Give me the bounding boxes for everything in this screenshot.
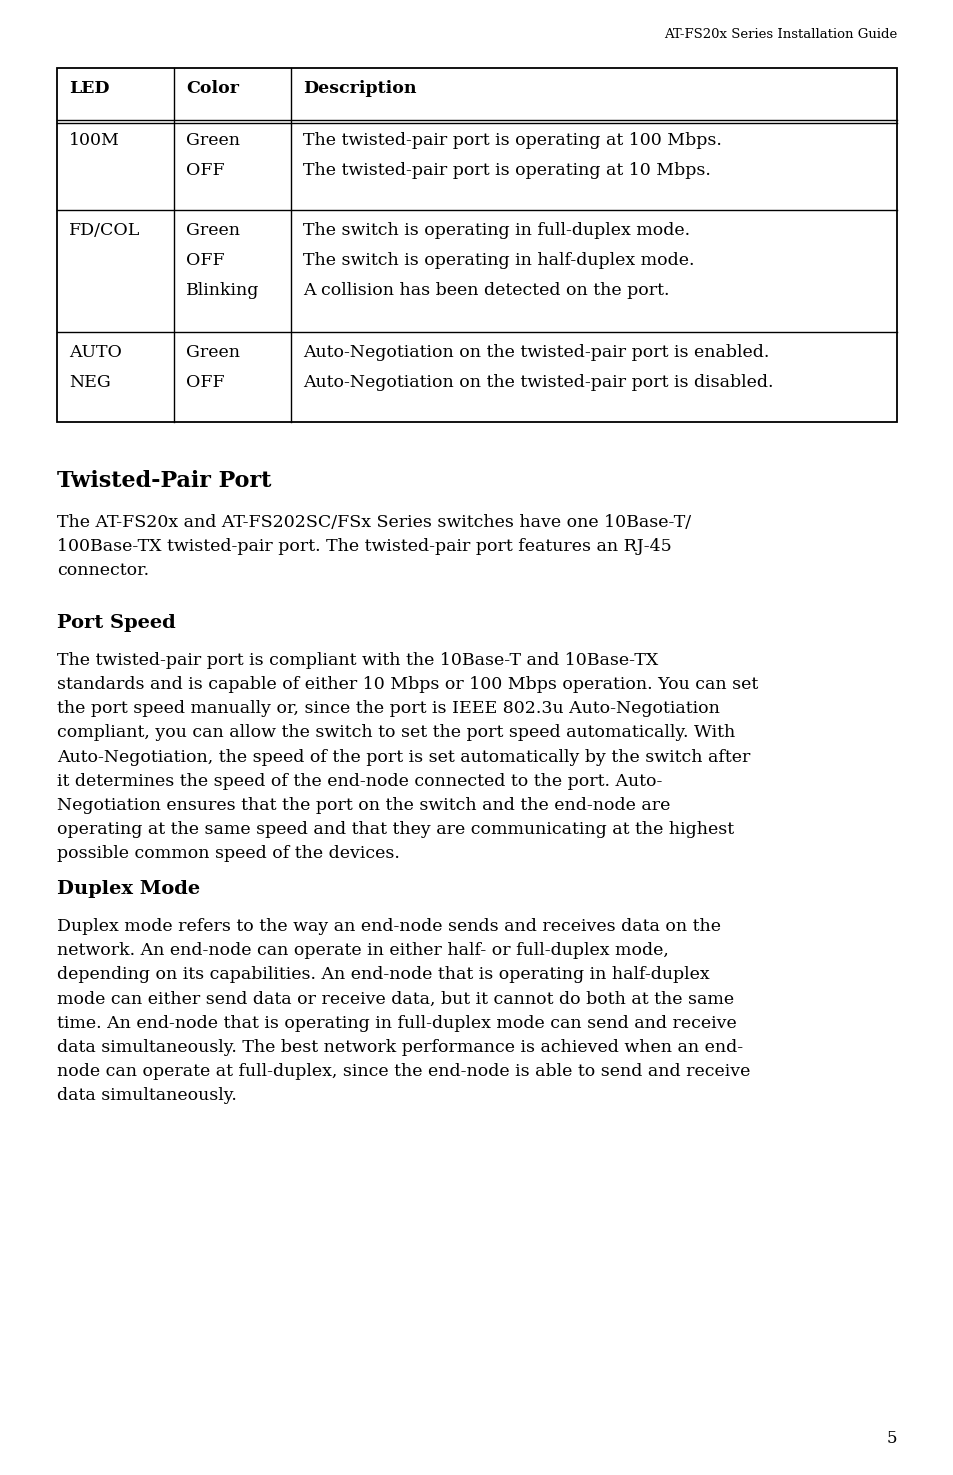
Text: Green: Green	[186, 223, 240, 239]
Text: FD/COL: FD/COL	[69, 223, 140, 239]
Text: The twisted-pair port is operating at 100 Mbps.: The twisted-pair port is operating at 10…	[303, 131, 721, 149]
Text: The switch is operating in full-duplex mode.: The switch is operating in full-duplex m…	[303, 223, 689, 239]
Text: The AT-FS20x and AT-FS202SC/FSx Series switches have one 10Base-T/
100Base-TX tw: The AT-FS20x and AT-FS202SC/FSx Series s…	[57, 513, 690, 580]
Text: AT-FS20x Series Installation Guide: AT-FS20x Series Installation Guide	[663, 28, 896, 41]
Text: 5: 5	[885, 1429, 896, 1447]
Text: Duplex Mode: Duplex Mode	[57, 881, 200, 898]
Text: Duplex mode refers to the way an end-node sends and receives data on the
network: Duplex mode refers to the way an end-nod…	[57, 917, 750, 1105]
Text: 100M: 100M	[69, 131, 120, 149]
Text: Port Speed: Port Speed	[57, 614, 175, 631]
Text: OFF: OFF	[186, 252, 224, 268]
Text: The twisted-pair port is operating at 10 Mbps.: The twisted-pair port is operating at 10…	[303, 162, 710, 178]
Text: Green: Green	[186, 344, 240, 361]
Bar	[57, 68, 896, 422]
Text: The twisted-pair port is compliant with the 10Base-T and 10Base-TX
standards and: The twisted-pair port is compliant with …	[57, 652, 758, 863]
Text: A collision has been detected on the port.: A collision has been detected on the por…	[303, 282, 669, 299]
Text: The switch is operating in half-duplex mode.: The switch is operating in half-duplex m…	[303, 252, 694, 268]
Text: Auto-Negotiation on the twisted-pair port is enabled.: Auto-Negotiation on the twisted-pair por…	[303, 344, 768, 361]
Text: Color: Color	[186, 80, 239, 97]
Text: Twisted-Pair Port: Twisted-Pair Port	[57, 471, 271, 493]
Text: OFF: OFF	[186, 375, 224, 391]
Text: Blinking: Blinking	[186, 282, 259, 299]
Text: Green: Green	[186, 131, 240, 149]
Text: NEG: NEG	[69, 375, 111, 391]
Text: AUTO: AUTO	[69, 344, 122, 361]
Text: LED: LED	[69, 80, 110, 97]
Text: OFF: OFF	[186, 162, 224, 178]
Text: Auto-Negotiation on the twisted-pair port is disabled.: Auto-Negotiation on the twisted-pair por…	[303, 375, 773, 391]
Text: Description: Description	[303, 80, 416, 97]
